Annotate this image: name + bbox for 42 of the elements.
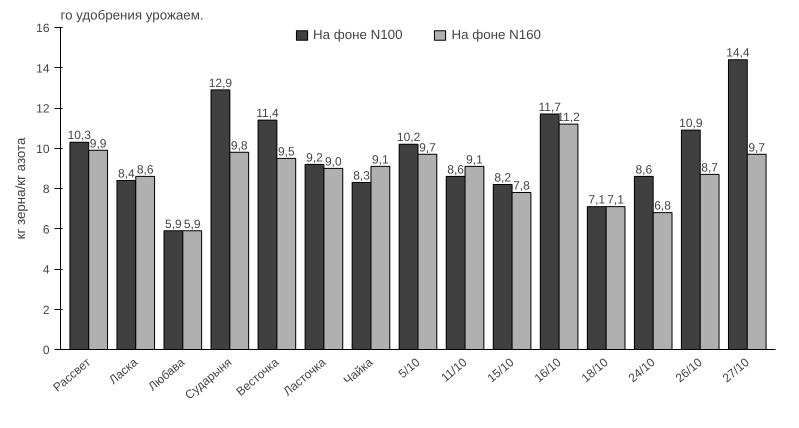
data-label: 7,8 [513,178,530,193]
data-label: 5,9 [184,216,201,231]
y-tick-label: 6 [42,222,50,236]
y-tick-label: 16 [36,21,50,35]
y-tick-label: 4 [42,262,50,276]
data-label: 9,0 [324,154,342,168]
data-label: 9,8 [230,138,248,152]
data-label: 11,4 [256,106,280,120]
data-label: 12,9 [208,76,232,90]
legend-label: На фоне N100 [313,27,402,42]
data-label: 8,4 [118,166,136,180]
y-tick-label: 12 [36,102,50,116]
data-label: 14,4 [726,46,750,60]
data-label: 8,3 [353,168,370,182]
data-label: 8,7 [701,160,718,174]
data-label: 8,6 [136,162,154,176]
data-label: 7,1 [588,192,606,207]
text: го удобрения урожаем. [60,8,204,22]
data-label: 9,1 [466,152,484,166]
data-label: 10,2 [396,130,421,144]
data-label: 10,9 [679,116,703,130]
data-label: 9,1 [372,152,390,166]
data-label: 7,1 [607,192,624,207]
y-tick-label: 8 [42,182,50,196]
data-label: 8,6 [447,162,464,176]
data-label: 9,7 [748,140,766,154]
y-axis-title: кг зерна/кг азота [13,137,28,240]
y-tick-label: 14 [36,61,50,76]
y-tick-label: 2 [42,302,50,317]
legend-label: На фоне N160 [452,27,541,42]
data-label: 9,5 [278,144,295,158]
data-label: 10,3 [68,128,92,142]
y-tick-label: 10 [36,142,50,156]
data-label: 8,2 [494,170,512,184]
data-label: 8,6 [635,162,652,176]
data-label: 9,2 [306,150,324,164]
x-tick-label: 5/10 [396,354,423,381]
data-label: 5,9 [165,216,182,231]
y-tick-label: 0 [42,343,50,357]
data-label: 9,7 [419,140,436,154]
data-label: 6,8 [654,198,672,213]
data-label: 9,9 [90,136,107,150]
